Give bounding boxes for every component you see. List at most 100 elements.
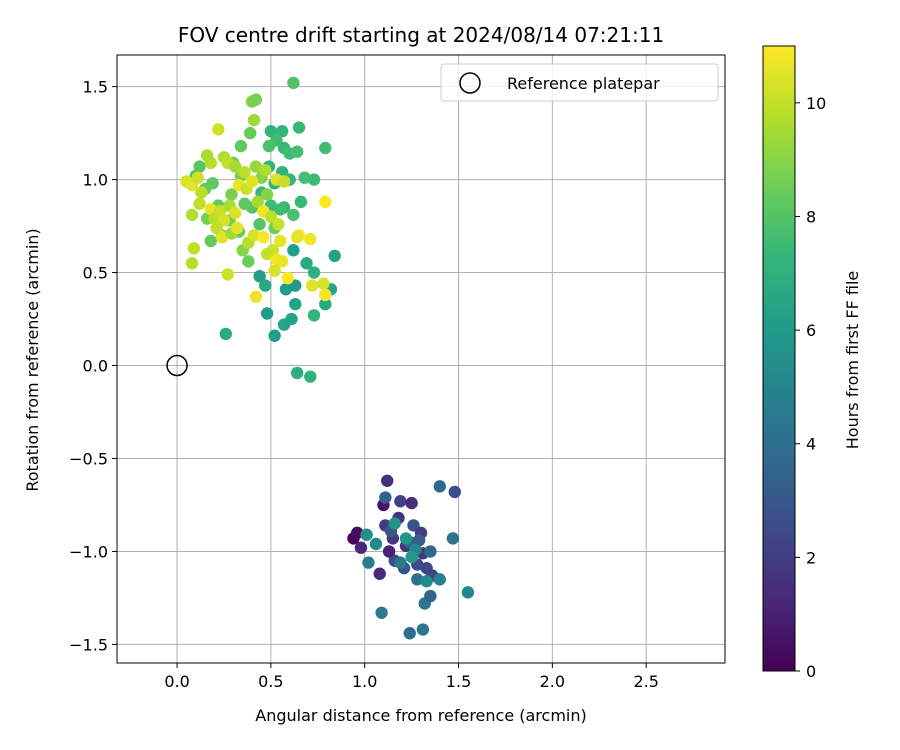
data-point [373,567,386,580]
data-point [290,145,304,158]
data-point [244,126,257,140]
data-point [253,270,266,283]
data-point [268,329,281,342]
data-points [166,76,475,640]
data-point [210,221,223,235]
data-point [382,545,396,558]
data-point [245,175,259,188]
data-point [319,297,332,311]
data-point [268,264,281,277]
data-point [328,249,341,263]
data-point [259,279,272,292]
data-point [292,121,306,134]
y-axis-label: Rotation from reference (arcmin) [23,228,42,491]
data-point [264,125,278,138]
legend-entry: Reference platepar [507,74,660,93]
data-point [247,229,261,242]
colorbar [762,45,796,672]
data-point [281,271,294,285]
data-point [274,203,287,216]
data-point [187,242,201,255]
data-point [448,485,461,499]
data-point [221,268,234,281]
data-point [317,277,330,290]
data-point [446,532,460,545]
data-point [424,545,437,558]
data-point [307,266,321,279]
colorbar-tick-label: 8 [806,207,816,226]
x-axis-label: Angular distance from reference (arcmin) [255,706,586,725]
axis-ticks: 0.0 0.5 1.0 1.5 2.0 2.5 −1.5 −1.0 −0.5 0.0 0.5 1.0 1… [69,78,659,691]
data-point [433,573,446,586]
data-point [420,574,433,588]
data-point [260,247,274,261]
colorbar-ticks: 0 2 4 6 8 10 [795,94,826,681]
data-point [285,312,298,326]
data-point [290,231,304,244]
colorbar-tick-label: 2 [806,548,816,567]
data-point [304,370,317,383]
data-point [279,283,293,296]
data-point [350,526,364,540]
data-point [274,234,287,248]
data-point [298,171,311,184]
data-point [289,297,302,311]
data-point [307,173,321,186]
data-point [229,160,242,173]
x-tick-label: 0.5 [258,672,283,691]
data-point [191,171,204,184]
data-point [229,206,242,220]
data-point [362,556,375,569]
data-point [424,589,437,603]
data-point [307,309,321,322]
data-point [381,474,394,487]
plot-frame [116,54,726,664]
data-point [275,255,289,268]
data-point [245,95,259,108]
y-tick-label: 1.0 [83,171,108,190]
x-tick-label: 1.5 [446,672,471,691]
data-point [388,517,401,530]
y-tick-label: 1.5 [83,78,108,97]
data-point [433,480,446,493]
colorbar-tick-label: 0 [806,662,816,681]
data-point [305,279,319,292]
data-point [193,197,206,210]
colorbar-label: Hours from first FF file [843,271,862,450]
data-point [354,541,368,554]
data-point [319,141,332,155]
reference-platepar-marker [166,354,188,377]
legend: Reference platepar [440,63,719,102]
data-point [185,208,199,222]
data-point [416,623,430,636]
data-point [403,627,416,640]
colorbar-tick-label: 10 [806,94,826,113]
data-point [461,586,475,599]
data-point [369,537,383,551]
data-point [260,307,274,320]
data-point [294,195,308,209]
data-point [375,606,388,619]
data-point [262,139,276,153]
data-point [200,149,214,162]
y-tick-label: 0.0 [83,357,108,376]
data-point [272,217,285,231]
grid [117,55,725,663]
data-point [251,195,264,209]
data-point [304,232,317,246]
data-point [412,534,426,547]
data-point [257,231,270,244]
data-point [193,160,206,173]
data-point [204,203,218,216]
y-tick-label: −1.5 [69,635,108,654]
data-point [185,257,199,270]
data-point [379,491,392,504]
y-tick-label: −0.5 [69,449,108,468]
y-tick-label: −1.0 [69,542,108,561]
data-point [215,231,229,244]
data-point [275,125,289,138]
data-point [277,175,291,188]
data-point [319,288,332,302]
